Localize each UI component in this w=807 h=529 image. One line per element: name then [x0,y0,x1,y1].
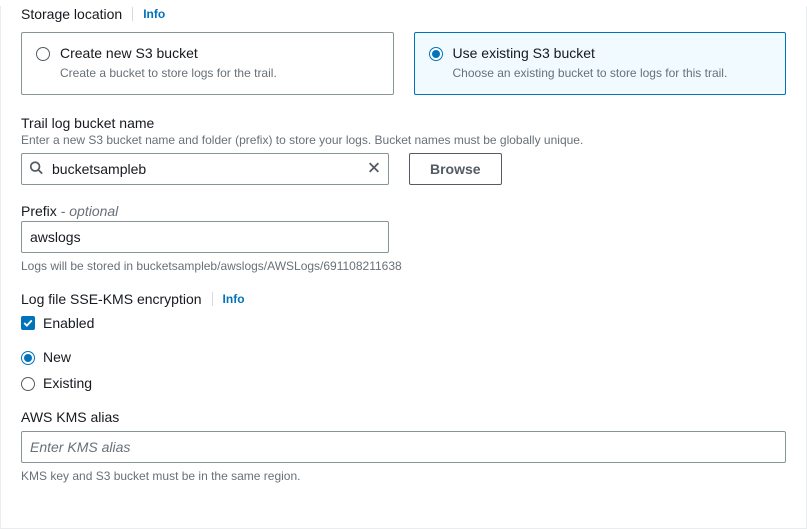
storage-tiles: Create new S3 bucket Create a bucket to … [21,32,786,95]
header-divider [132,7,133,21]
sse-field: Log file SSE-KMS encryption Info Enabled [21,291,786,331]
bucket-name-field: Trail log bucket name Enter a new S3 buc… [21,115,786,185]
storage-location-header: Storage location Info [21,6,786,22]
radio-create-bucket[interactable] [36,47,50,61]
kms-new-label: New [43,349,71,365]
storage-location-info-link[interactable]: Info [143,7,165,21]
prefix-help: Logs will be stored in bucketsampleb/aws… [21,259,786,273]
prefix-input-wrap [21,221,389,253]
prefix-label-main: Prefix [21,203,57,219]
sse-divider [212,292,213,306]
radio-existing-bucket[interactable] [429,47,443,61]
tile-create-title: Create new S3 bucket [60,45,277,61]
prefix-label-dash: - [57,203,69,219]
sse-info-link[interactable]: Info [223,292,245,306]
tile-existing-bucket[interactable]: Use existing S3 bucket Choose an existin… [414,32,787,95]
tile-existing-body: Use existing S3 bucket Choose an existin… [453,45,728,82]
tile-create-body: Create new S3 bucket Create a bucket to … [60,45,277,82]
clear-icon[interactable] [367,160,381,177]
bucket-name-input[interactable] [21,153,389,185]
storage-location-title: Storage location [21,6,122,22]
settings-panel: Storage location Info Create new S3 buck… [0,6,807,529]
kms-new-row[interactable]: New [21,349,786,365]
sse-header: Log file SSE-KMS encryption Info [21,291,786,307]
kms-mode-field: New Existing [21,349,786,391]
bucket-name-hint: Enter a new S3 bucket name and folder (p… [21,133,786,147]
kms-alias-help: KMS key and S3 bucket must be in the sam… [21,469,786,483]
kms-existing-label: Existing [43,375,92,391]
radio-existing-dot [432,50,440,58]
tile-existing-desc: Choose an existing bucket to store logs … [453,65,728,82]
kms-alias-field: AWS KMS alias KMS key and S3 bucket must… [21,409,786,483]
bucket-name-label: Trail log bucket name [21,115,786,131]
sse-enabled-checkbox[interactable] [21,316,35,330]
sse-enabled-row[interactable]: Enabled [21,315,786,331]
sse-enabled-label: Enabled [43,315,94,331]
prefix-field: Prefix - optional Logs will be stored in… [21,203,786,273]
prefix-label: Prefix - optional [21,203,786,219]
kms-alias-input[interactable] [21,431,786,463]
prefix-label-optional: optional [69,203,118,219]
radio-kms-existing[interactable] [21,377,35,391]
tile-create-desc: Create a bucket to store logs for the tr… [60,65,277,82]
tile-create-bucket[interactable]: Create new S3 bucket Create a bucket to … [21,32,394,95]
radio-kms-new[interactable] [21,351,35,365]
bucket-name-input-wrap [21,153,389,185]
sse-title: Log file SSE-KMS encryption [21,291,202,307]
bucket-name-row: Browse [21,153,786,185]
prefix-input[interactable] [21,221,389,253]
kms-alias-input-wrap [21,431,786,463]
radio-kms-new-dot [24,354,32,362]
kms-existing-row[interactable]: Existing [21,375,786,391]
browse-button[interactable]: Browse [409,153,502,185]
check-icon [22,317,34,329]
kms-alias-label: AWS KMS alias [21,409,786,425]
tile-existing-title: Use existing S3 bucket [453,45,728,61]
